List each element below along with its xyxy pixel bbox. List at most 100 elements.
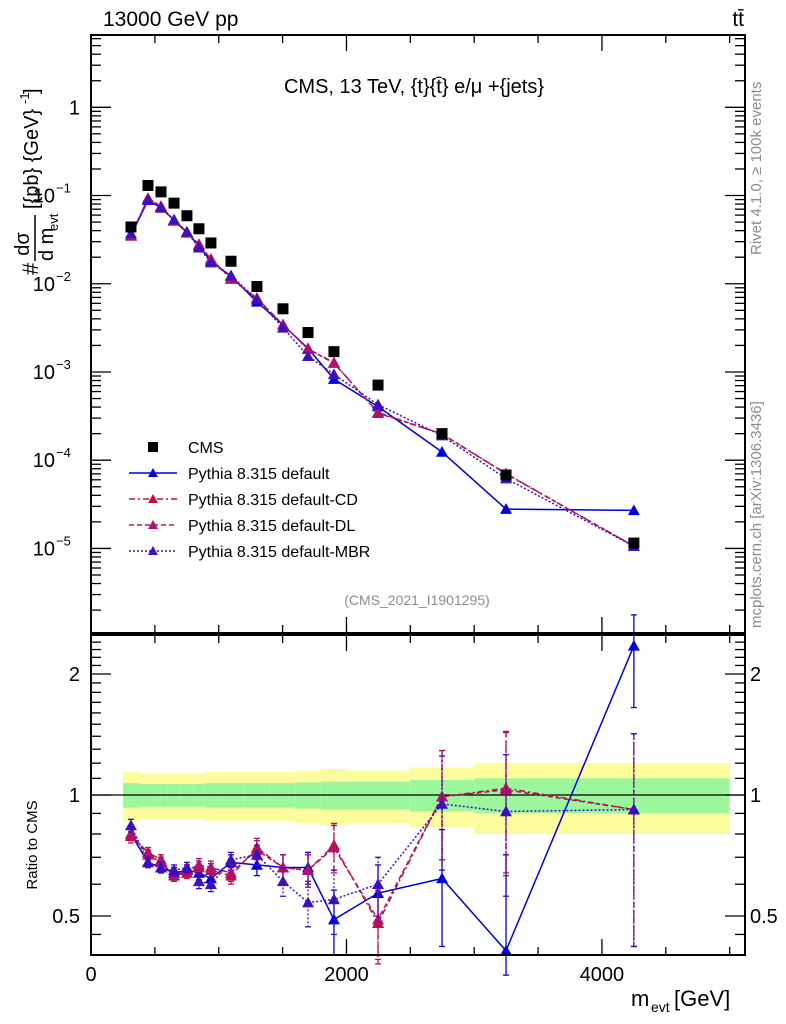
legend-marker-solid <box>148 468 158 477</box>
ratio-marker-dotted <box>627 803 640 815</box>
legend-label: CMS <box>188 440 224 457</box>
legend-label: Pythia 8.315 default-MBR <box>188 544 370 561</box>
ratio-marker-solid <box>500 944 513 956</box>
rivet-version-label: Rivet 4.1.0, ≥ 100k events <box>748 82 765 255</box>
x-label-sub: evt <box>651 999 670 1015</box>
cms-data-point <box>205 237 217 249</box>
cms-data-point <box>125 221 137 233</box>
series-marker-solid <box>627 504 640 516</box>
ratio-marker-dotted <box>436 797 449 809</box>
cms-data-point <box>225 255 237 267</box>
main-plot-frame <box>90 34 746 634</box>
ratio-marker-dashed <box>124 827 137 839</box>
ratio-y-tick-label: 1 <box>69 785 80 807</box>
ratio-marker-dotted <box>204 878 217 889</box>
y-tick-label: 10 <box>33 450 55 472</box>
ratio-y-axis-label: Ratio to CMS <box>24 800 41 889</box>
series-marker-dotted <box>168 213 181 225</box>
series-marker-dotted <box>224 269 237 281</box>
main-series-layer <box>124 179 640 551</box>
cms-data-point <box>328 346 340 358</box>
x-tick-label: 0 <box>85 964 96 986</box>
ratio-marker-dotted <box>224 853 237 865</box>
cms-data-point <box>500 469 512 481</box>
ratio-marker-dashed <box>302 864 315 876</box>
series-marker-dashed <box>302 343 315 354</box>
ratio-marker-dotted <box>327 893 340 905</box>
y-tick-label-exponent: −4 <box>56 445 71 460</box>
y-label-denominator: d m <box>36 228 58 261</box>
ratio-y-tick-label: 0.5 <box>52 906 80 928</box>
y-label-unit-sup: -1 <box>17 92 32 104</box>
ratio-marker-solid <box>627 639 640 651</box>
series-marker-dotted <box>302 350 315 361</box>
cms-data-point <box>436 428 448 440</box>
series-marker-dotted <box>154 201 167 213</box>
cms-data-point <box>193 223 205 235</box>
ratio-marker-dashed <box>372 913 385 925</box>
series-marker-dotted <box>276 321 289 333</box>
mcplots-source-label: mcplots.cern.ch [arXiv:1306.3436] <box>748 401 765 628</box>
series-line-dotted <box>130 199 635 547</box>
y-tick-label: 1 <box>69 97 80 119</box>
ratio-marker-dotted <box>372 878 385 889</box>
ratio-marker-dashed <box>224 866 237 878</box>
series-marker-solid <box>436 445 449 457</box>
ratio-marker-dotted <box>192 875 205 887</box>
series-marker-dotted <box>124 227 137 239</box>
series-marker-dotted <box>250 293 263 305</box>
y-tick-label-exponent: −5 <box>56 533 71 548</box>
series-marker-dashed <box>327 357 340 368</box>
y-label-unit: [{pb} {GeV} <box>21 109 43 209</box>
x-label-main: m <box>631 986 649 1011</box>
y-label-numerator: dσ <box>12 232 34 256</box>
cms-data-point <box>372 379 384 391</box>
cms-data-point <box>142 179 154 191</box>
x-tick-label: 2000 <box>324 964 369 986</box>
ratio-marker-dotted <box>124 819 137 831</box>
cms-data-point <box>302 327 314 339</box>
ratio-uncertainty-band <box>91 763 745 834</box>
x-axis-label: m evt [GeV] <box>631 986 730 1015</box>
cms-data-point <box>168 197 180 209</box>
cms-data-point <box>251 281 263 293</box>
series-marker-dotted <box>141 194 154 206</box>
legend-marker-cms <box>148 442 158 452</box>
ratio-marker-dotted <box>180 861 193 873</box>
main-y-axis-label: # dσ d m evt [{pb} {GeV} -1 ] <box>12 88 61 275</box>
y-tick-label-exponent: −1 <box>56 181 71 196</box>
header-right-label: tt̄ <box>732 8 744 31</box>
ratio-marker-dashed <box>500 783 513 795</box>
y-tick-label-exponent: −3 <box>56 357 71 372</box>
ratio-marker-solid <box>436 872 449 884</box>
analysis-id: (CMS_2021_I1901295) <box>344 592 490 608</box>
ratio-series-layer <box>124 614 640 976</box>
ratio-marker-dashed <box>204 861 217 873</box>
chart-title: CMS, 13 TeV, {t}{t̄} e/μ +{jets} <box>284 76 544 98</box>
cms-data-point <box>277 303 289 315</box>
ratio-marker-dotted <box>276 875 289 887</box>
ratio-marker-dotted <box>302 896 315 908</box>
ratio-marker-dotted <box>250 848 263 860</box>
y-tick-label-exponent: −2 <box>56 269 71 284</box>
ratio-y-tick-label: 2 <box>69 664 80 686</box>
series-marker-dotted <box>180 225 193 237</box>
ratio-line-dotted <box>130 803 634 904</box>
y-label-prefix: # <box>18 262 43 275</box>
y-tick-label: 10 <box>33 274 55 296</box>
series-marker-dotted <box>327 368 340 380</box>
series-marker-dotted <box>192 241 205 253</box>
cms-data-point <box>155 186 167 198</box>
ratio-marker-dotted <box>141 856 154 868</box>
series-marker-solid <box>500 503 513 514</box>
ratio-y-tick-label-right: 1 <box>750 785 761 807</box>
ratio-line-solid <box>130 645 635 953</box>
legend-label: Pythia 8.315 default-DL <box>188 518 355 535</box>
legend: CMS Pythia 8.315 default Pythia 8.315 defa… <box>129 440 370 561</box>
series-marker-dotted <box>204 256 217 268</box>
legend-marker-dotted <box>148 546 158 555</box>
ratio-y-tick-label-right: 2 <box>750 664 761 686</box>
cms-data-point <box>181 210 193 222</box>
